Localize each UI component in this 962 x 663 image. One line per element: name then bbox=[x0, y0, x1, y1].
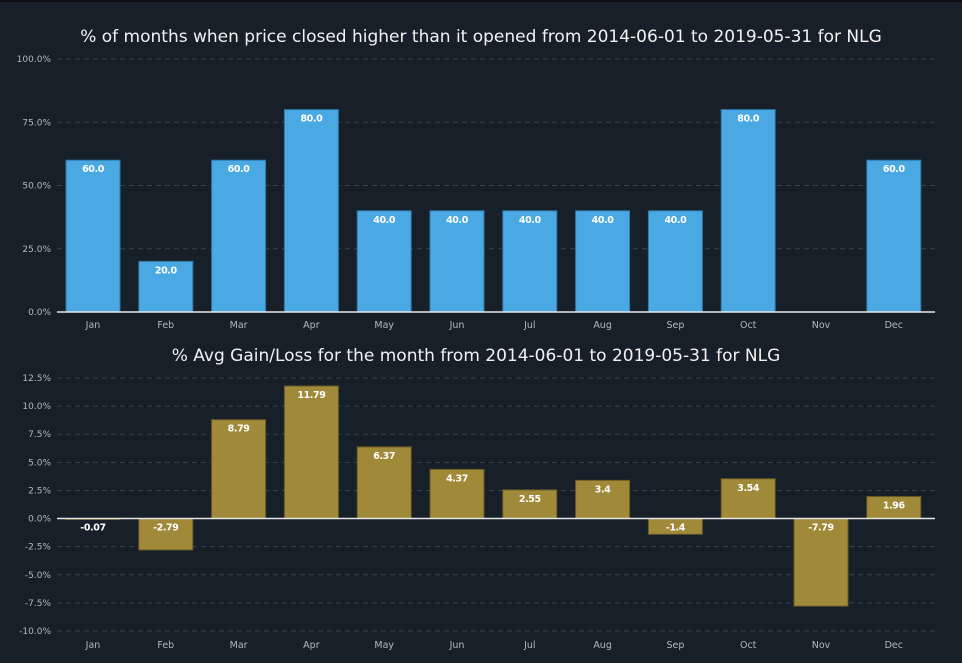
bar-oct[interactable] bbox=[720, 478, 776, 520]
chart-title: % Avg Gain/Loss for the month from 2014-… bbox=[172, 346, 781, 366]
data-label: 40.0 bbox=[519, 215, 542, 226]
data-label: 6.37 bbox=[373, 451, 395, 462]
data-label: 3.4 bbox=[595, 484, 611, 495]
data-label: 60.0 bbox=[82, 164, 105, 175]
data-label: 40.0 bbox=[592, 215, 615, 226]
bar-apr[interactable] bbox=[283, 385, 339, 520]
y-tick-label: 2.5% bbox=[28, 486, 51, 496]
x-tick-label: Sep bbox=[666, 320, 684, 331]
bar-dec[interactable] bbox=[866, 159, 922, 313]
bar-mar[interactable] bbox=[211, 419, 267, 520]
x-tick-label: Jan bbox=[85, 320, 101, 331]
data-label: 11.79 bbox=[297, 390, 325, 401]
y-tick-label: 12.5% bbox=[22, 374, 51, 384]
bar-jun[interactable] bbox=[429, 210, 485, 313]
x-tick-label: Sep bbox=[666, 640, 684, 651]
x-tick-label: Aug bbox=[593, 320, 612, 331]
bar-sep[interactable] bbox=[647, 210, 703, 313]
bar-feb[interactable] bbox=[138, 518, 194, 551]
bar-mar[interactable] bbox=[211, 159, 267, 313]
x-tick-label: Nov bbox=[812, 640, 831, 651]
data-label: 8.79 bbox=[228, 424, 250, 435]
data-label: 20.0 bbox=[155, 265, 178, 276]
x-tick-label: Dec bbox=[885, 640, 903, 651]
bar-may[interactable] bbox=[356, 446, 412, 520]
y-tick-label: 0.0% bbox=[28, 515, 51, 525]
y-tick-label: 0.0% bbox=[28, 308, 51, 318]
x-tick-label: Apr bbox=[303, 320, 320, 331]
x-tick-label: Apr bbox=[303, 640, 320, 651]
y-tick-label: 5.0% bbox=[28, 458, 51, 468]
data-label: 1.96 bbox=[883, 501, 906, 512]
x-tick-label: Oct bbox=[740, 640, 757, 651]
y-tick-label: 7.5% bbox=[28, 430, 51, 440]
y-tick-label: 100.0% bbox=[17, 55, 52, 65]
y-tick-label: -7.5% bbox=[25, 599, 52, 609]
bar-feb[interactable] bbox=[138, 260, 194, 313]
y-tick-label: -10.0% bbox=[19, 627, 51, 637]
data-label: -7.79 bbox=[808, 523, 833, 534]
bar-jan[interactable] bbox=[65, 159, 121, 313]
chart-title: % of months when price closed higher tha… bbox=[80, 27, 882, 47]
x-tick-label: Feb bbox=[157, 640, 174, 651]
y-tick-label: 25.0% bbox=[22, 245, 51, 255]
x-tick-label: May bbox=[374, 640, 394, 651]
y-tick-label: 75.0% bbox=[22, 118, 51, 128]
x-tick-label: Nov bbox=[812, 320, 831, 331]
bar-apr[interactable] bbox=[283, 109, 339, 313]
data-label: 40.0 bbox=[373, 215, 396, 226]
x-tick-label: Jul bbox=[523, 640, 535, 651]
x-tick-label: Jul bbox=[523, 320, 535, 331]
data-label: 80.0 bbox=[737, 114, 760, 125]
data-label: 2.55 bbox=[519, 494, 541, 505]
bottom-chart: % Avg Gain/Loss for the month from 2014-… bbox=[19, 346, 935, 651]
x-tick-label: Mar bbox=[230, 640, 248, 651]
data-label: 60.0 bbox=[883, 164, 906, 175]
x-tick-label: Dec bbox=[885, 320, 903, 331]
data-label: 40.0 bbox=[664, 215, 687, 226]
y-tick-label: -5.0% bbox=[25, 571, 52, 581]
bar-may[interactable] bbox=[356, 210, 412, 313]
y-tick-label: 50.0% bbox=[22, 182, 51, 192]
x-tick-label: Oct bbox=[740, 320, 757, 331]
x-tick-label: May bbox=[374, 320, 394, 331]
bar-oct[interactable] bbox=[720, 109, 776, 313]
x-tick-label: Aug bbox=[593, 640, 612, 651]
x-tick-label: Jan bbox=[85, 640, 101, 651]
data-label: 60.0 bbox=[228, 164, 251, 175]
data-label: 4.37 bbox=[446, 473, 468, 484]
bar-jul[interactable] bbox=[502, 210, 558, 313]
bar-jul[interactable] bbox=[502, 489, 558, 520]
x-tick-label: Jun bbox=[449, 320, 465, 331]
data-label: 3.54 bbox=[737, 483, 760, 494]
y-tick-label: 10.0% bbox=[22, 402, 51, 412]
bar-aug[interactable] bbox=[575, 210, 631, 313]
data-label: -0.07 bbox=[80, 523, 105, 534]
x-tick-label: Mar bbox=[230, 320, 248, 331]
x-tick-label: Jun bbox=[449, 640, 465, 651]
x-tick-label: Feb bbox=[157, 320, 174, 331]
data-label: -1.4 bbox=[666, 523, 686, 534]
bar-nov[interactable] bbox=[793, 518, 849, 607]
y-tick-label: -2.5% bbox=[25, 543, 52, 553]
data-label: 40.0 bbox=[446, 215, 469, 226]
data-label: -2.79 bbox=[153, 523, 178, 534]
bar-aug[interactable] bbox=[575, 479, 631, 520]
bar-jun[interactable] bbox=[429, 468, 485, 520]
data-label: 80.0 bbox=[300, 114, 323, 125]
top-chart: % of months when price closed higher tha… bbox=[17, 27, 935, 331]
